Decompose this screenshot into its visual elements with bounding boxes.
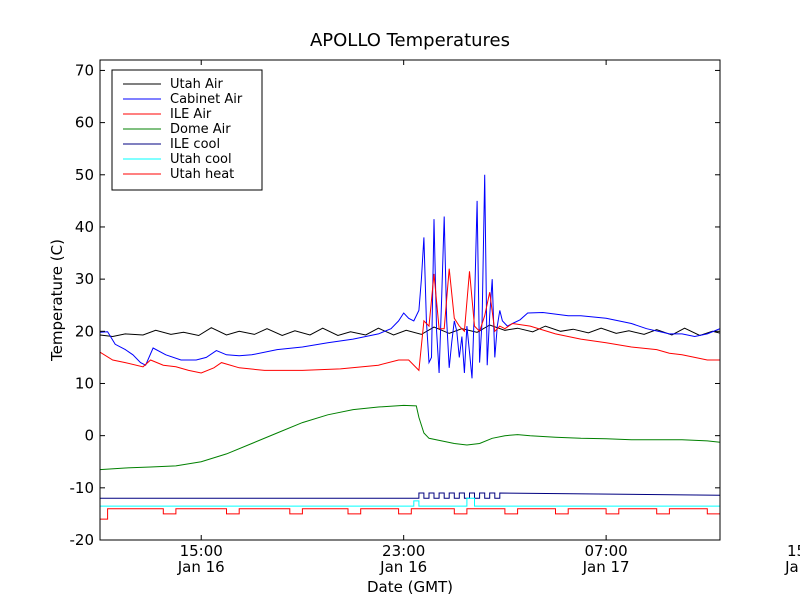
- chart-title: APOLLO Temperatures: [310, 30, 510, 51]
- x-axis-label: Date (GMT): [367, 578, 453, 596]
- legend-label-ile-cool: ILE cool: [170, 137, 220, 152]
- x-tick-time-label: 15:00: [787, 542, 800, 560]
- legend-label-cabinet-air: Cabinet Air: [170, 92, 243, 107]
- y-tick-label: 30: [75, 270, 94, 288]
- series-layer: [100, 174, 720, 520]
- legend-label-ile-air: ILE Air: [170, 107, 212, 122]
- x-tick-date-label: Jan 17: [784, 558, 800, 576]
- legend-label-utah-cool: Utah cool: [170, 152, 232, 167]
- y-tick-label: 0: [84, 427, 94, 445]
- y-tick-label: -10: [70, 479, 95, 497]
- y-tick-label: 70: [75, 61, 94, 79]
- plot-frame: [99, 59, 721, 541]
- y-axis-label: Temperature (C): [48, 239, 66, 362]
- x-tick-date-label: Jan 17: [582, 558, 630, 576]
- series-line-ile-air: [100, 268, 720, 374]
- series-line-cabinet-air: [100, 174, 720, 379]
- y-tick-label: -20: [70, 531, 95, 549]
- series-line-dome-air: [100, 404, 720, 471]
- x-tick-date-label: Jan 16: [177, 558, 225, 576]
- legend-label-utah-heat: Utah heat: [170, 167, 234, 182]
- legend-box: [111, 69, 263, 191]
- legend-label-dome-air: Dome Air: [170, 122, 231, 137]
- y-tick-label: 50: [75, 166, 94, 184]
- y-tick-label: 40: [75, 218, 94, 236]
- y-tick-label: 60: [75, 114, 94, 132]
- legend-label-utah-air: Utah Air: [170, 77, 223, 92]
- y-tick-label: 10: [75, 374, 94, 392]
- series-line-ile-cool: [100, 492, 720, 499]
- x-tick-time-label: 07:00: [585, 542, 628, 560]
- x-tick-date-label: Jan 16: [379, 558, 427, 576]
- series-line-utah-heat: [100, 508, 720, 520]
- y-axis: -20 -10 0 10 20 30 40 50 60 70: [70, 61, 720, 549]
- x-tick-time-label: 23:00: [382, 542, 425, 560]
- x-tick-time-label: 15:00: [180, 542, 223, 560]
- series-line-utah-cool: [100, 497, 720, 507]
- series-line-utah-air: [100, 324, 720, 338]
- y-tick-label: 20: [75, 322, 94, 340]
